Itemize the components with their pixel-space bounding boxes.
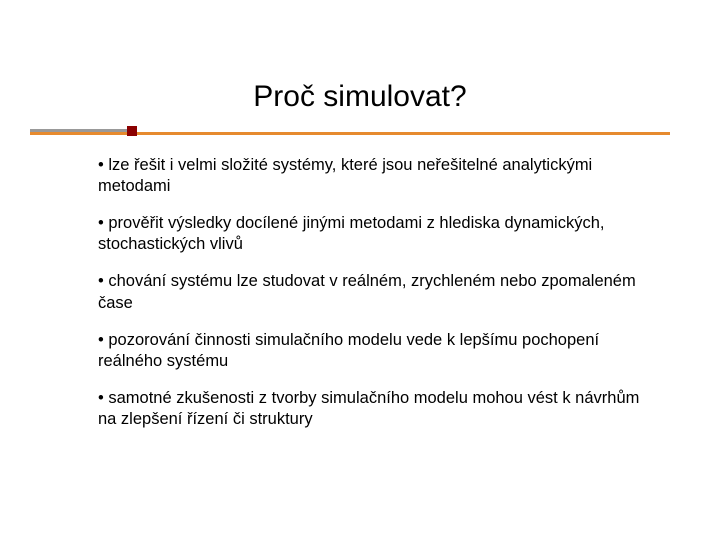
title-wrap: Proč simulovat? (0, 80, 720, 114)
bullet-item: prověřit výsledky docílené jinými metoda… (98, 213, 658, 255)
slide-title: Proč simulovat? (0, 80, 720, 114)
slide: Proč simulovat? lze řešit i velmi složit… (0, 0, 720, 540)
decorative-line-orange (30, 132, 670, 135)
accent-square-icon (127, 126, 137, 136)
bullet-item: pozorování činnosti simulačního modelu v… (98, 330, 658, 372)
bullet-item: lze řešit i velmi složité systémy, které… (98, 155, 658, 197)
bullet-item: samotné zkušenosti z tvorby simulačního … (98, 388, 658, 430)
bullet-item: chování systému lze studovat v reálném, … (98, 271, 658, 313)
content-area: lze řešit i velmi složité systémy, které… (98, 155, 658, 446)
